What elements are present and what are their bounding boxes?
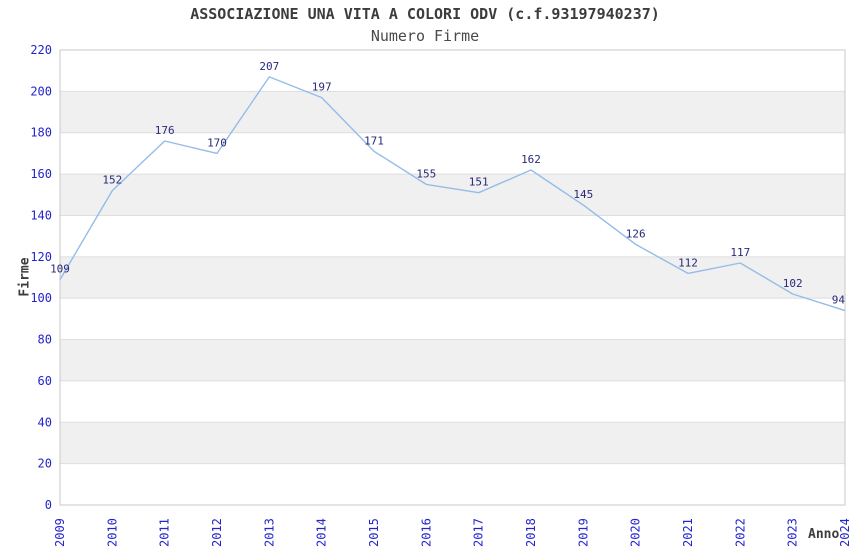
- y-tick-label: 220: [30, 43, 52, 57]
- grid-band: [60, 215, 845, 257]
- data-label: 171: [364, 134, 384, 147]
- x-tick-label: 2021: [681, 518, 695, 547]
- x-tick-label: 2011: [158, 518, 172, 547]
- x-tick-label: 2010: [105, 518, 119, 547]
- data-label: 126: [626, 227, 646, 240]
- x-tick-label: 2022: [733, 518, 747, 547]
- y-tick-label: 40: [38, 415, 52, 429]
- y-tick-label: 180: [30, 126, 52, 140]
- y-tick-label: 120: [30, 250, 52, 264]
- data-label: 117: [730, 246, 750, 259]
- grid-band: [60, 380, 845, 423]
- data-label: 151: [469, 176, 489, 189]
- y-tick-label: 60: [38, 374, 52, 388]
- x-axis-title: Anno: [808, 527, 840, 542]
- y-tick-label: 140: [30, 208, 52, 222]
- x-tick-label: 2023: [786, 518, 800, 547]
- chart-subtitle: Numero Firme: [370, 27, 480, 45]
- y-tick-label: 100: [30, 291, 52, 305]
- data-label: 176: [155, 124, 175, 137]
- y-tick-label: 200: [30, 84, 52, 98]
- x-tick-label: 2024: [838, 518, 850, 547]
- grid-band: [60, 256, 845, 299]
- data-label: 152: [102, 174, 122, 187]
- y-tick-label: 160: [30, 167, 52, 181]
- data-label: 155: [416, 167, 436, 180]
- plot-frame: [59, 49, 846, 506]
- data-label: 170: [207, 136, 227, 149]
- grid-band: [60, 174, 845, 216]
- data-label: 94: [832, 294, 846, 307]
- x-tick-label: 2009: [53, 518, 67, 547]
- data-label: 197: [312, 81, 332, 94]
- x-tick-label: 2015: [367, 518, 381, 547]
- x-tick-label: 2017: [472, 518, 486, 547]
- grid-band: [60, 463, 845, 505]
- data-line: [59, 76, 846, 312]
- data-label: 112: [678, 256, 698, 269]
- y-tick-label: 20: [38, 457, 52, 471]
- data-label: 207: [259, 60, 279, 73]
- grid-band: [60, 132, 845, 175]
- data-label: 145: [573, 188, 593, 201]
- x-tick-label: 2018: [524, 518, 538, 547]
- data-label: 102: [783, 277, 803, 290]
- x-tick-label: 2012: [210, 518, 224, 547]
- grid-band: [60, 339, 845, 381]
- data-label: 109: [50, 263, 70, 276]
- chart-title: ASSOCIAZIONE UNA VITA A COLORI ODV (c.f.…: [190, 5, 660, 23]
- data-label: 162: [521, 153, 541, 166]
- x-tick-label: 2016: [419, 518, 433, 547]
- x-tick-label: 2020: [629, 518, 643, 547]
- grid-band: [60, 422, 845, 464]
- x-tick-label: 2014: [315, 518, 329, 547]
- x-tick-label: 2013: [262, 518, 276, 547]
- grid-band: [60, 298, 845, 340]
- grid-band: [60, 91, 845, 133]
- y-tick-label: 0: [45, 498, 52, 512]
- y-tick-label: 80: [38, 333, 52, 347]
- x-tick-label: 2019: [576, 518, 590, 547]
- grid-band: [60, 50, 845, 92]
